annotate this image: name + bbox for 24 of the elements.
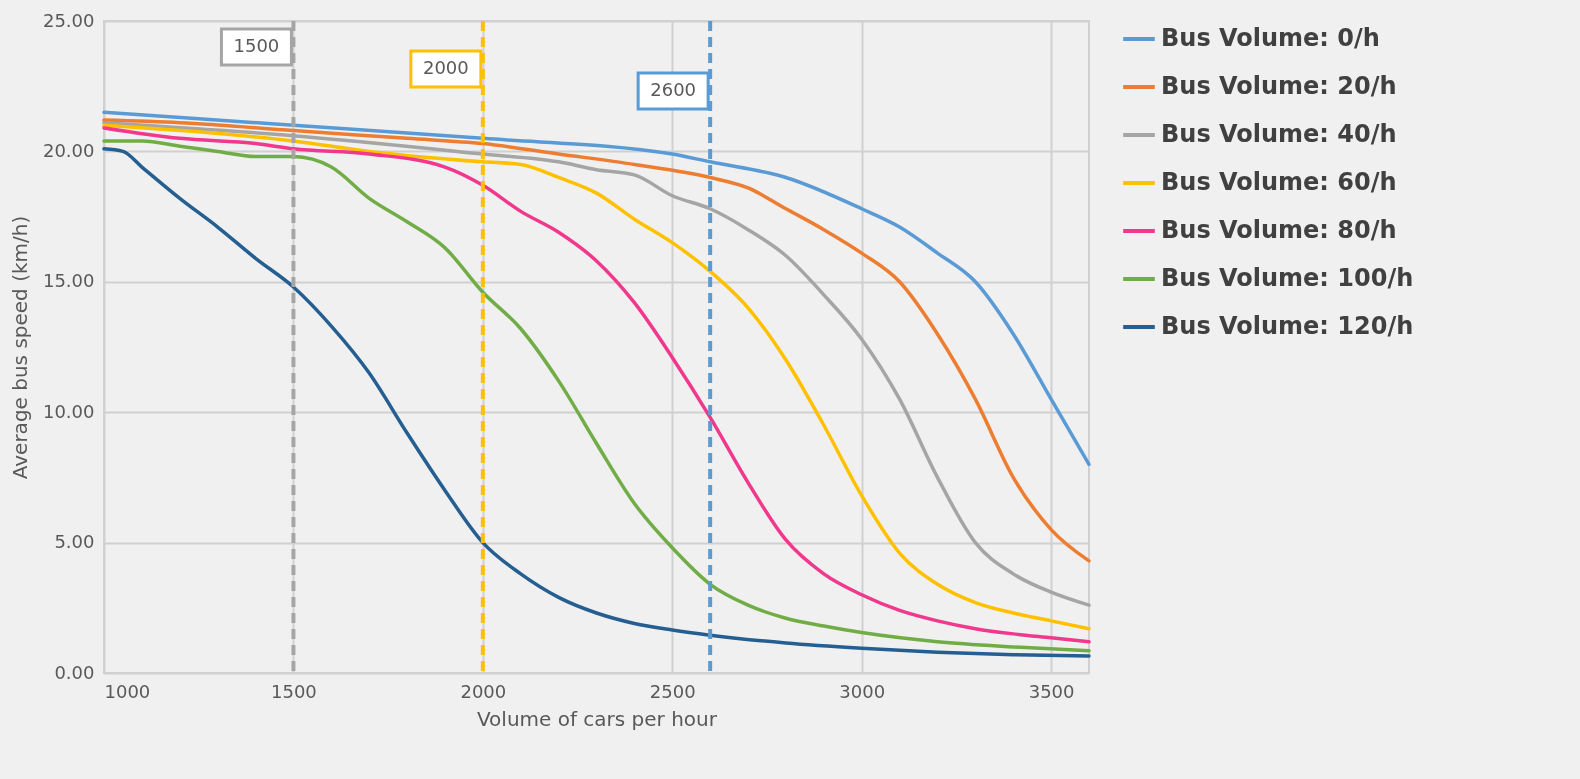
legend-label: Bus Volume: 0/h <box>1161 24 1380 52</box>
ref-line-label: 2000 <box>422 57 469 78</box>
legend-label: Bus Volume: 40/h <box>1161 120 1397 148</box>
ref-line-label: 1500 <box>233 35 280 56</box>
legend-label: Bus Volume: 60/h <box>1161 168 1397 196</box>
y-tick-label: 0.00 <box>54 661 95 683</box>
y-axis-title: Average bus speed (km/h) <box>7 215 32 480</box>
x-tick-label: 2000 <box>460 680 507 702</box>
legend-label: Bus Volume: 80/h <box>1161 216 1397 244</box>
y-tick-label: 10.00 <box>42 400 95 422</box>
x-axis-title: Volume of cars per hour <box>476 706 718 731</box>
x-tick-label: 2500 <box>649 680 696 702</box>
y-tick-label: 5.00 <box>54 531 95 553</box>
x-tick-label: 1500 <box>271 680 317 702</box>
ref-line-label: 2600 <box>650 79 697 100</box>
legend-label: Bus Volume: 100/h <box>1161 264 1414 292</box>
y-tick-label: 25.00 <box>42 9 95 31</box>
y-tick-label: 15.00 <box>42 270 95 292</box>
y-tick-label: 20.00 <box>42 139 95 161</box>
legend-label: Bus Volume: 120/h <box>1161 312 1414 340</box>
x-tick-label: 3000 <box>839 680 886 702</box>
x-tick-label: 1000 <box>104 680 151 702</box>
legend-label: Bus Volume: 20/h <box>1161 72 1397 100</box>
x-tick-label: 3500 <box>1028 680 1075 702</box>
